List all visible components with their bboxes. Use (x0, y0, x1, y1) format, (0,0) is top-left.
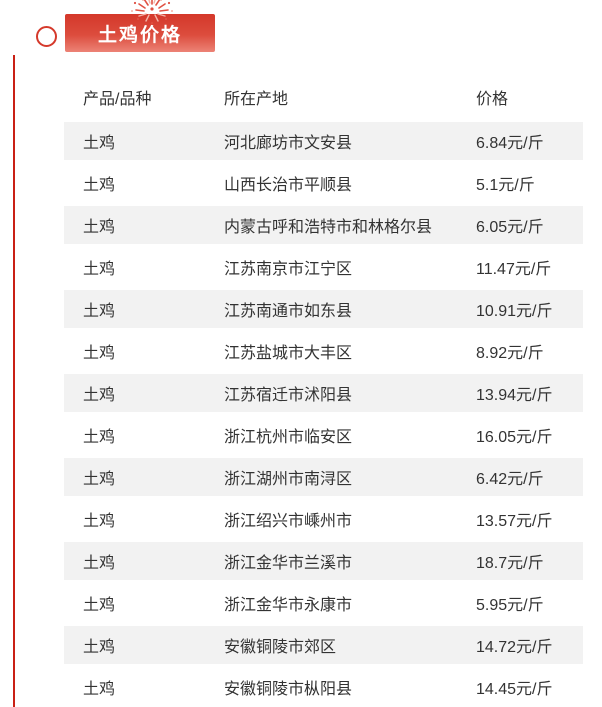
cell-origin: 浙江绍兴市嵊州市 (224, 513, 353, 530)
cell-product: 土鸡 (83, 345, 116, 362)
cell-price: 6.42元/斤 (476, 471, 544, 488)
firework-burst-icon (131, 0, 173, 24)
column-header-origin: 所在产地 (224, 91, 289, 108)
cell-product: 土鸡 (83, 429, 116, 446)
cell-origin: 安徽铜陵市枞阳县 (224, 681, 353, 698)
cell-origin: 江苏宿迁市沭阳县 (224, 387, 353, 404)
cell-price: 13.57元/斤 (476, 513, 553, 530)
table-row: 土鸡 浙江湖州市南浔区 6.42元/斤 (64, 458, 583, 496)
cell-product: 土鸡 (83, 597, 116, 614)
table-header-row: 产品/品种 所在产地 价格 (64, 76, 583, 118)
circle-outline-icon (36, 26, 57, 47)
price-table: 产品/品种 所在产地 价格 土鸡 河北廊坊市文安县 6.84元/斤 土鸡 山西长治市平顺… (64, 76, 583, 706)
table-row: 土鸡 江苏南京市江宁区 11.47元/斤 (64, 248, 583, 286)
table-row: 土鸡 江苏宿迁市沭阳县 13.94元/斤 (64, 374, 583, 412)
cell-price: 13.94元/斤 (476, 387, 553, 404)
table-row: 土鸡 安徽铜陵市郊区 14.72元/斤 (64, 626, 583, 664)
cell-origin: 浙江金华市永康市 (224, 597, 353, 614)
table-body: 土鸡 河北廊坊市文安县 6.84元/斤 土鸡 山西长治市平顺县 5.1元/斤 土鸡 内蒙古呼和… (64, 122, 583, 706)
cell-product: 土鸡 (83, 513, 116, 530)
table-row: 土鸡 江苏盐城市大丰区 8.92元/斤 (64, 332, 583, 370)
cell-product: 土鸡 (83, 471, 116, 488)
table-row: 土鸡 山西长治市平顺县 5.1元/斤 (64, 164, 583, 202)
cell-origin: 浙江湖州市南浔区 (224, 471, 353, 488)
table-row: 土鸡 安徽铜陵市枞阳县 14.45元/斤 (64, 668, 583, 706)
table-row: 土鸡 内蒙古呼和浩特市和林格尔县 6.05元/斤 (64, 206, 583, 244)
cell-product: 土鸡 (83, 639, 116, 656)
cell-price: 6.05元/斤 (476, 219, 544, 236)
cell-price: 8.92元/斤 (476, 345, 544, 362)
cell-origin: 江苏盐城市大丰区 (224, 345, 353, 362)
cell-origin: 山西长治市平顺县 (224, 177, 353, 194)
cell-origin: 浙江金华市兰溪市 (224, 555, 353, 572)
cell-price: 14.45元/斤 (476, 681, 553, 698)
cell-origin: 江苏南通市如东县 (224, 303, 353, 320)
column-header-price: 价格 (476, 91, 509, 108)
cell-price: 11.47元/斤 (476, 261, 552, 278)
cell-origin: 河北廊坊市文安县 (224, 135, 353, 152)
cell-price: 5.1元/斤 (476, 177, 535, 194)
cell-origin: 江苏南京市江宁区 (224, 261, 353, 278)
cell-origin: 安徽铜陵市郊区 (224, 639, 337, 656)
cell-product: 土鸡 (83, 303, 116, 320)
cell-price: 5.95元/斤 (476, 597, 544, 614)
cell-price: 10.91元/斤 (476, 303, 553, 320)
table-row: 土鸡 浙江金华市兰溪市 18.7元/斤 (64, 542, 583, 580)
section-title-label: 土鸡价格 (97, 24, 182, 46)
table-row: 土鸡 浙江金华市永康市 5.95元/斤 (64, 584, 583, 622)
cell-product: 土鸡 (83, 681, 116, 698)
cell-product: 土鸡 (83, 261, 116, 278)
table-row: 土鸡 浙江绍兴市嵊州市 13.57元/斤 (64, 500, 583, 538)
cell-product: 土鸡 (83, 555, 116, 572)
table-row: 土鸡 浙江杭州市临安区 16.05元/斤 (64, 416, 583, 454)
table-row: 土鸡 江苏南通市如东县 10.91元/斤 (64, 290, 583, 328)
table-row: 土鸡 河北廊坊市文安县 6.84元/斤 (64, 122, 583, 160)
cell-product: 土鸡 (83, 387, 116, 404)
cell-product: 土鸡 (83, 219, 116, 236)
section-title-badge: 土鸡价格 (65, 14, 215, 52)
cell-price: 14.72元/斤 (476, 639, 553, 656)
cell-price: 6.84元/斤 (476, 135, 544, 152)
cell-product: 土鸡 (83, 135, 116, 152)
cell-product: 土鸡 (83, 177, 116, 194)
cell-price: 18.7元/斤 (476, 555, 544, 572)
cell-origin: 内蒙古呼和浩特市和林格尔县 (224, 219, 433, 236)
left-accent-line (13, 55, 15, 707)
cell-origin: 浙江杭州市临安区 (224, 429, 353, 446)
cell-price: 16.05元/斤 (476, 429, 553, 446)
column-header-product: 产品/品种 (83, 91, 152, 108)
